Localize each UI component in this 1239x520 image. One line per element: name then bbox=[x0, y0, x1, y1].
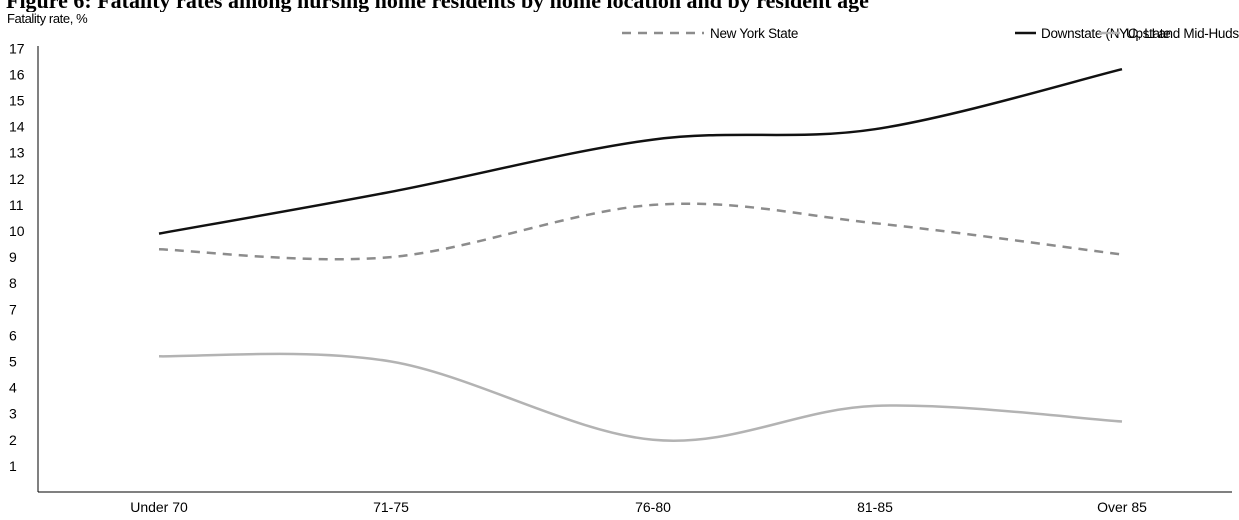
y-tick-label: 10 bbox=[9, 223, 25, 239]
legend-label: Upstate bbox=[1126, 26, 1170, 41]
y-tick-label: 12 bbox=[9, 171, 25, 187]
y-tick-label: 5 bbox=[9, 354, 17, 370]
x-axis-ticks: Under 70 71-75 76-80 81-85 Over 85 bbox=[130, 499, 1147, 515]
series-lines bbox=[158, 67, 1123, 442]
y-axis-label: Fatality rate, % bbox=[7, 11, 88, 26]
y-tick-label: 15 bbox=[9, 93, 25, 109]
y-tick-label: 17 bbox=[9, 40, 25, 56]
y-tick-label: 14 bbox=[9, 119, 25, 135]
x-tick-label: Under 70 bbox=[130, 499, 188, 515]
y-tick-label: 6 bbox=[9, 327, 17, 343]
x-tick-label: 71-75 bbox=[373, 499, 409, 515]
x-tick-label: Over 85 bbox=[1097, 499, 1147, 515]
y-tick-label: 3 bbox=[9, 406, 17, 422]
legend-label: Downstate (NYC, LI and Mid-Hudson) bbox=[1041, 26, 1239, 41]
legend-label: New York State bbox=[710, 26, 798, 41]
y-tick-label: 7 bbox=[9, 301, 17, 317]
y-tick-label: 1 bbox=[9, 458, 17, 474]
y-tick-label: 9 bbox=[9, 249, 17, 265]
y-tick-label: 4 bbox=[9, 380, 17, 396]
series-line-new-york-state bbox=[158, 202, 1123, 261]
y-tick-label: 13 bbox=[9, 145, 25, 161]
x-tick-label: 76-80 bbox=[635, 499, 671, 515]
y-tick-label: 11 bbox=[9, 197, 24, 213]
series-line-upstate bbox=[158, 352, 1123, 442]
y-tick-label: 2 bbox=[9, 432, 17, 448]
chart-title: Figure 6: Fatality rates among nursing h… bbox=[6, 0, 1236, 12]
x-tick-label: 81-85 bbox=[857, 499, 893, 515]
series-line-downstate-nyc-li-and-mid-hudson bbox=[158, 67, 1123, 235]
legend: New York State Downstate (NYC, LI and Mid… bbox=[622, 26, 1239, 41]
y-tick-label: 8 bbox=[9, 275, 17, 291]
chart-axes bbox=[37, 46, 1232, 493]
y-tick-label: 16 bbox=[9, 66, 25, 82]
